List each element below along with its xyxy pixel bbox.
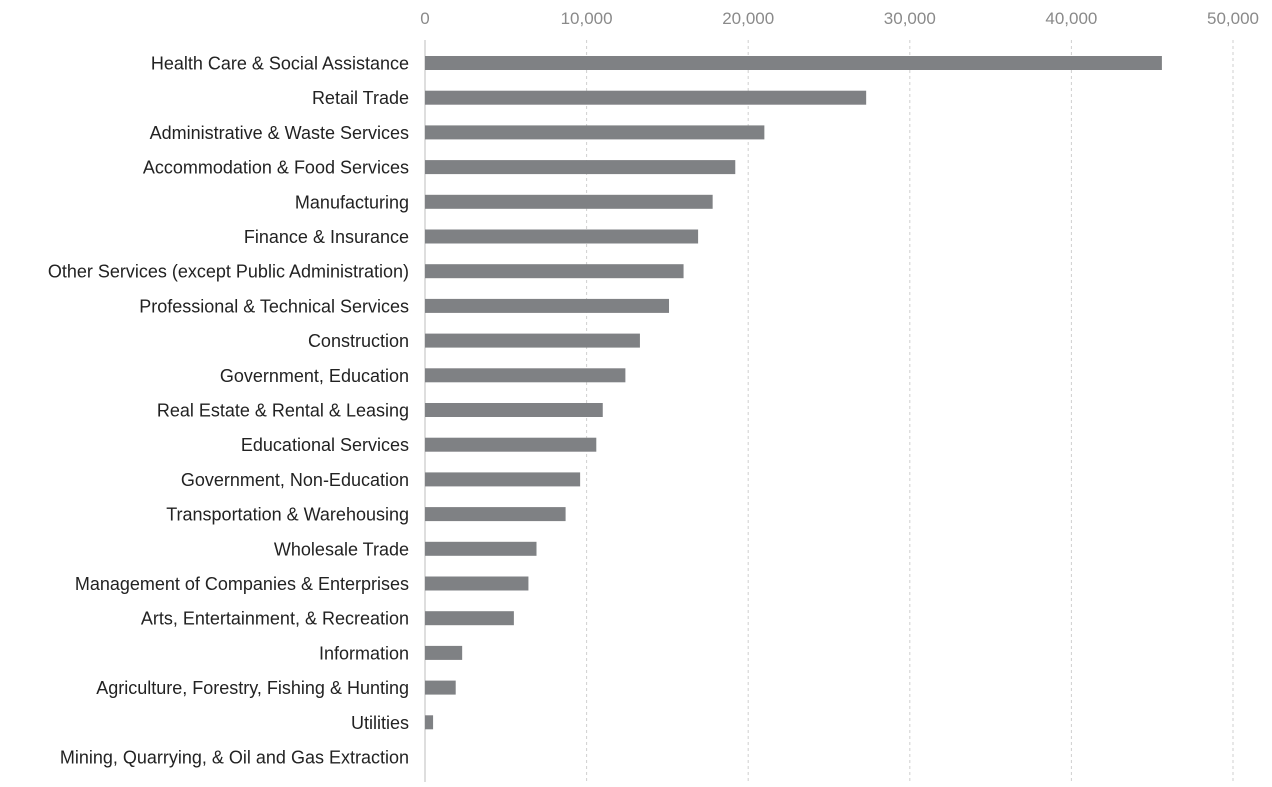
category-label: Government, Education [220, 366, 409, 386]
bar [425, 646, 462, 660]
category-label: Arts, Entertainment, & Recreation [141, 609, 409, 629]
bar [425, 681, 456, 695]
bar [425, 56, 1162, 70]
bar [425, 507, 566, 521]
category-label: Management of Companies & Enterprises [75, 574, 409, 594]
category-label: Transportation & Warehousing [166, 505, 409, 525]
category-label: Agriculture, Forestry, Fishing & Hunting [96, 678, 409, 698]
bar [425, 334, 640, 348]
category-label: Manufacturing [295, 192, 409, 212]
bar [425, 230, 698, 244]
category-label: Government, Non-Education [181, 470, 409, 490]
bar [425, 472, 580, 486]
bar [425, 438, 596, 452]
x-tick-labels: 0 10,000 20,000 30,000 40,000 50,000 [420, 9, 1259, 28]
category-label: Information [319, 643, 409, 663]
category-label: Construction [308, 331, 409, 351]
category-labels: Health Care & Social Assistance Retail Tr… [48, 54, 409, 768]
bar [425, 160, 735, 174]
category-label: Mining, Quarrying, & Oil and Gas Extract… [60, 748, 409, 768]
x-tick-label: 20,000 [722, 9, 774, 28]
bar [425, 264, 684, 278]
category-label: Health Care & Social Assistance [151, 54, 409, 74]
x-tick-label: 30,000 [884, 9, 936, 28]
bar [425, 299, 669, 313]
category-label: Utilities [351, 713, 409, 733]
category-label: Retail Trade [312, 88, 409, 108]
x-tick-label: 40,000 [1045, 9, 1097, 28]
bars [425, 56, 1162, 729]
bar [425, 542, 537, 556]
bar [425, 577, 528, 591]
bar [425, 611, 514, 625]
x-tick-label: 10,000 [561, 9, 613, 28]
bar [425, 91, 866, 105]
bar [425, 368, 625, 382]
bar [425, 403, 603, 417]
category-label: Administrative & Waste Services [150, 123, 409, 143]
category-label: Real Estate & Rental & Leasing [157, 401, 409, 421]
category-label: Finance & Insurance [244, 227, 409, 247]
category-label: Accommodation & Food Services [143, 158, 409, 178]
x-tick-label: 50,000 [1207, 9, 1259, 28]
category-label: Professional & Technical Services [139, 296, 409, 316]
category-label: Other Services (except Public Administra… [48, 262, 409, 282]
category-label: Educational Services [241, 435, 409, 455]
bar [425, 195, 713, 209]
bar [425, 715, 433, 729]
x-tick-label: 0 [420, 9, 429, 28]
category-label: Wholesale Trade [274, 539, 409, 559]
bar [425, 125, 764, 139]
